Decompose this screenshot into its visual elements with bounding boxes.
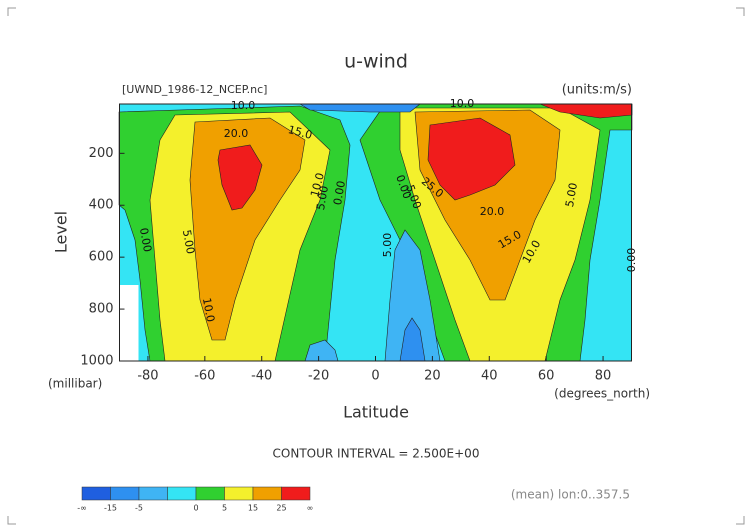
colorbar-label: 15 <box>248 504 258 513</box>
colorbar-label: -15 <box>104 504 117 513</box>
contour-label: 10.0 <box>231 99 256 112</box>
contour-label: 0.00 <box>137 227 154 253</box>
contour-label: 10.0 <box>200 297 217 323</box>
x-tick-label: 20 <box>424 369 441 384</box>
y-axis-unit: (millibar) <box>48 377 102 391</box>
colorbar-label: -5 <box>135 504 143 513</box>
colorbar-label: 25 <box>276 504 286 513</box>
y-tick-label: 1000 <box>80 354 113 369</box>
colorbar-box <box>195 486 225 501</box>
contour-band <box>189 117 306 341</box>
y-tick-label: 600 <box>89 250 114 265</box>
colorbar-box <box>138 486 168 501</box>
x-tick-label: 40 <box>481 369 498 384</box>
subtitle-right: (units:m/s) <box>562 83 632 98</box>
contour-band <box>384 229 441 362</box>
contour-band <box>427 117 516 201</box>
x-tick-label: 0 <box>371 369 379 384</box>
x-tick-label: -40 <box>251 369 272 384</box>
x-tick-label: -80 <box>137 369 158 384</box>
colorbar-label: ∞ <box>307 504 314 513</box>
contour-label: 5.00 <box>180 229 197 255</box>
mean-note: (mean) lon:0..357.5 <box>511 488 630 502</box>
x-axis-unit: (degrees_north) <box>554 387 650 401</box>
contour-label: 10.0 <box>308 171 327 198</box>
y-axis-label: Level <box>52 211 71 253</box>
x-tick-label: -20 <box>308 369 329 384</box>
x-axis-label: Latitude <box>343 403 409 422</box>
colorbar-label: 5 <box>222 504 227 513</box>
colorbar-box <box>252 486 282 501</box>
chart-title: u-wind <box>344 51 408 73</box>
contour-band <box>217 144 263 211</box>
colorbar-box <box>81 486 111 501</box>
missing-region <box>119 285 139 361</box>
contour-label: 20.0 <box>224 127 249 140</box>
x-tick-label: 60 <box>538 369 555 384</box>
y-tick-label: 400 <box>89 198 114 213</box>
colorbar-box <box>281 486 311 501</box>
colorbar-box <box>167 486 197 501</box>
contour-label: 5.00 <box>314 185 331 211</box>
contour-label: 20.0 <box>480 205 505 218</box>
colorbar-label: -∞ <box>77 504 87 513</box>
colorbar-label: 0 <box>193 504 198 513</box>
y-tick-label: 800 <box>89 302 114 317</box>
x-tick-label: 80 <box>595 369 612 384</box>
contour-label: 0.00 <box>331 180 348 206</box>
contour-label: 5.00 <box>563 182 580 208</box>
y-tick-label: 200 <box>89 146 114 161</box>
x-tick-label: -60 <box>194 369 215 384</box>
subtitle-left: [UWND_1986-12_NCEP.nc] <box>122 83 267 96</box>
colorbar-box <box>224 486 254 501</box>
colorbar-box <box>110 486 140 501</box>
corner-marks <box>7 7 745 525</box>
contour-field <box>118 103 633 362</box>
contour-label: 15.0 <box>287 123 314 142</box>
contour-interval: CONTOUR INTERVAL = 2.500E+00 <box>273 447 480 461</box>
contour-label: 5.00 <box>381 233 394 258</box>
